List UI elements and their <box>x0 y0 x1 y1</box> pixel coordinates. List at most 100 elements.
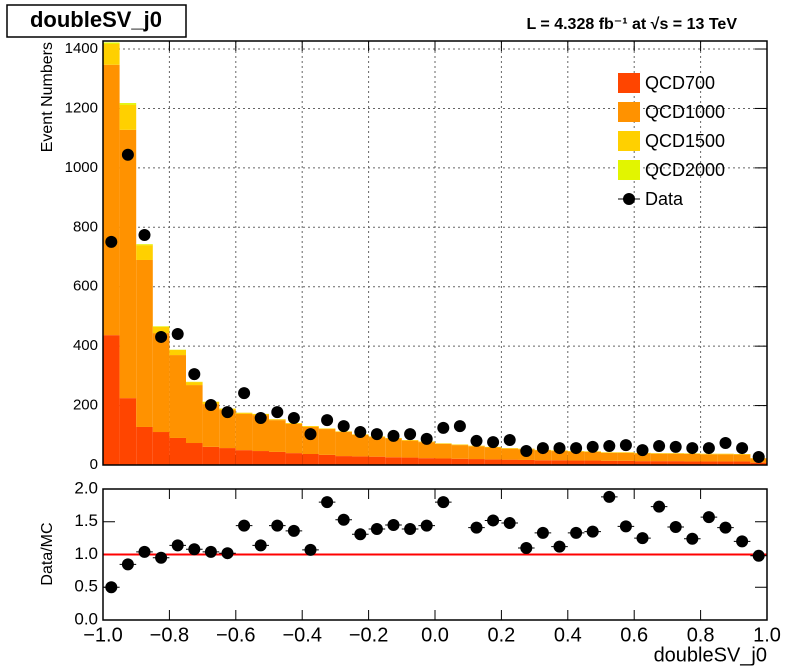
bar-segment <box>501 448 518 460</box>
title-box <box>6 4 187 38</box>
bar-segment <box>252 451 269 465</box>
data-point <box>171 327 184 340</box>
ratio-point <box>155 551 168 564</box>
bar-segment <box>136 259 153 427</box>
ratio-point <box>337 513 350 526</box>
y-tick-label: 1.0 <box>74 544 98 563</box>
ratio-point <box>719 521 732 534</box>
ratio-point <box>204 545 217 558</box>
x-tick-label: 0.6 <box>620 624 648 646</box>
bar-segment <box>269 420 286 452</box>
bar-segment <box>385 438 402 458</box>
data-point <box>636 444 649 457</box>
bar-segment <box>235 413 253 451</box>
bar-segment <box>468 446 485 460</box>
bar-segment <box>418 458 435 465</box>
legend-swatch <box>618 73 640 93</box>
bar-segment <box>219 448 236 465</box>
bar-segment <box>717 461 734 465</box>
data-point <box>719 437 732 450</box>
bar-segment <box>152 326 170 327</box>
bar-segment <box>169 437 186 465</box>
bar-segment <box>451 445 469 459</box>
data-point <box>188 368 201 381</box>
x-tick-label: −0.4 <box>282 624 321 646</box>
bar-segment <box>684 454 701 462</box>
y-tick-label: 1400 <box>65 40 98 57</box>
bar-segment <box>235 412 253 414</box>
bar-segment <box>136 245 153 260</box>
ratio-point <box>370 522 383 535</box>
bar-segment <box>733 454 751 455</box>
bar-segment <box>302 454 319 465</box>
x-axis-label: doubleSV_j0 <box>654 644 767 666</box>
data-point <box>121 148 134 161</box>
bar-segment <box>567 460 585 465</box>
bar-segment <box>186 443 203 465</box>
bar-segment <box>484 459 502 465</box>
ratio-point <box>121 558 134 571</box>
bar-segment <box>401 440 419 458</box>
ratio-point <box>536 526 549 539</box>
y-tick-label: 400 <box>73 337 98 354</box>
y-tick-label: 0.0 <box>74 609 98 628</box>
x-tick-label: −0.2 <box>349 624 388 646</box>
y-axis-label: Event Numbers <box>39 42 56 152</box>
bar-segment <box>152 326 170 334</box>
bar-segment <box>451 458 469 465</box>
annotation: L = 4.328 fb⁻¹ at √s = 13 TeV <box>526 16 737 33</box>
bar-segment <box>352 456 369 465</box>
bar-segment <box>584 451 601 461</box>
ratio-point <box>287 524 300 537</box>
ratio-point <box>420 519 433 532</box>
ratio-point <box>354 528 367 541</box>
x-tick-label: −0.6 <box>216 624 255 646</box>
bar-segment <box>119 103 137 105</box>
bar-segment <box>468 459 485 465</box>
ratio-point <box>520 541 533 554</box>
legend-swatch <box>618 131 640 151</box>
legend-label: Data <box>645 189 684 209</box>
bar-segment <box>202 446 220 465</box>
ratio-point <box>321 496 334 509</box>
data-point <box>453 420 466 433</box>
y-tick-label: 1000 <box>65 159 98 176</box>
y-tick-label: 2.0 <box>74 478 98 497</box>
ratio-point <box>105 581 118 594</box>
bar-segment <box>567 451 585 461</box>
bar-segment <box>667 461 684 465</box>
bar-segment <box>634 453 651 462</box>
data-point <box>702 442 715 455</box>
ratio-point <box>669 520 682 533</box>
y-tick-label: 200 <box>73 397 98 414</box>
ratio-point <box>702 511 715 524</box>
data-point <box>686 442 699 455</box>
bar-segment <box>534 450 552 461</box>
legend-label: QCD1500 <box>645 131 725 151</box>
bar-segment <box>252 415 269 452</box>
bar-segment <box>368 456 386 465</box>
bar-segment <box>617 452 635 453</box>
bar-segment <box>700 461 718 465</box>
bar-segment <box>285 453 303 465</box>
bar-segment <box>700 454 718 462</box>
bar-segment <box>451 444 469 446</box>
ratio-point <box>653 500 666 513</box>
plot-frame <box>102 40 768 466</box>
ratio-point <box>636 532 649 545</box>
bar-segment <box>435 443 452 444</box>
bar-segment <box>650 461 668 465</box>
y-tick-label: 600 <box>73 278 98 295</box>
bar-segment <box>667 453 684 462</box>
y-tick-label: 800 <box>73 218 98 235</box>
bar-segment <box>617 452 635 461</box>
ratio-point <box>570 526 583 539</box>
bar-segment <box>103 64 120 336</box>
ratio-point <box>188 543 201 556</box>
bar-segment <box>634 461 651 465</box>
data-point <box>204 398 217 411</box>
ratio-point <box>171 539 184 552</box>
ratio-point <box>736 535 749 548</box>
bar-segment <box>103 335 120 465</box>
chart-title: doubleSV_j0 <box>30 7 162 32</box>
